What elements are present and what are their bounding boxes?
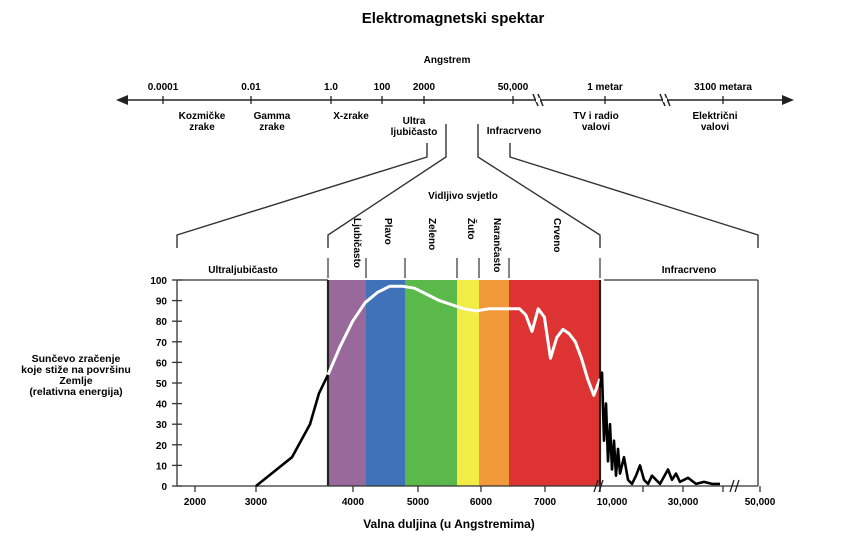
color-label-3: Zeleno bbox=[426, 218, 437, 250]
y-tick-label: 50 bbox=[156, 379, 168, 390]
y-label-line2: koje stiže na površinu bbox=[21, 364, 131, 376]
color-band-4 bbox=[457, 280, 479, 486]
zoom-lines bbox=[176, 124, 759, 248]
band-gamma-line1: Gamma bbox=[254, 111, 291, 122]
top-axis-tick-label: 1 metar bbox=[587, 82, 623, 93]
x-tick-label: 2000 bbox=[184, 497, 207, 508]
top-axis-tick-label: 1.0 bbox=[324, 82, 338, 93]
x-tick-label: 4000 bbox=[342, 497, 365, 508]
y-tick-label: 20 bbox=[156, 441, 168, 452]
x-tick-label: 5000 bbox=[407, 497, 430, 508]
band-uv-line1: Ultra bbox=[403, 116, 426, 127]
y-tick-label: 80 bbox=[156, 317, 168, 328]
color-band-1 bbox=[328, 280, 366, 486]
band-electric-line2: valovi bbox=[701, 122, 730, 133]
axis-break-mark bbox=[598, 479, 604, 493]
ir-curve bbox=[598, 371, 720, 486]
x-axis-label: Valna duljina (u Angstremima) bbox=[363, 517, 535, 531]
band-cosmic-line2: zrake bbox=[189, 122, 215, 133]
visible-light-label: Vidljivo svjetlo bbox=[428, 191, 498, 202]
band-uv-line2: ljubičasto bbox=[391, 127, 438, 138]
y-tick-label: 0 bbox=[161, 482, 167, 493]
top-axis: 0.0001 0.01 1.0 100 2000 50,000 1 metar 3100 me… bbox=[116, 82, 794, 107]
y-label-line3: Zemlje bbox=[59, 375, 92, 387]
y-tick-label: 100 bbox=[150, 276, 167, 287]
y-tick-label: 10 bbox=[156, 461, 168, 472]
diagram-title: Elektromagnetski spektar bbox=[362, 10, 545, 27]
color-label-4: Žuto bbox=[465, 218, 478, 240]
axis-break-mark bbox=[593, 479, 599, 493]
y-label-line4: (relativna energija) bbox=[29, 386, 122, 398]
band-electric-line1: Električni bbox=[692, 111, 737, 122]
axis-break-mark bbox=[729, 479, 735, 493]
x-tick-label: 30,000 bbox=[668, 497, 699, 508]
band-cosmic-line1: Kozmičke bbox=[179, 111, 226, 122]
x-tick-label: 6000 bbox=[470, 497, 493, 508]
top-axis-tick-label: 3100 metara bbox=[694, 82, 752, 93]
color-label-6: Crveno bbox=[551, 218, 562, 252]
visible-curve bbox=[326, 284, 602, 397]
top-axis-tick-label: 50,000 bbox=[498, 82, 529, 93]
top-axis-tick-label: 2000 bbox=[413, 82, 436, 93]
band-xray: X-zrake bbox=[333, 111, 369, 122]
x-tick-label: 10,000 bbox=[597, 497, 628, 508]
x-tick-label: 7000 bbox=[534, 497, 557, 508]
color-band-2 bbox=[366, 280, 405, 486]
uv-region-label: Ultraljubičasto bbox=[208, 265, 277, 276]
ir-region-label: Infracrveno bbox=[662, 265, 716, 276]
band-ir: Infracrveno bbox=[487, 126, 541, 137]
y-tick-label: 40 bbox=[156, 400, 168, 411]
y-tick-label: 70 bbox=[156, 338, 168, 349]
y-tick-label: 30 bbox=[156, 420, 168, 431]
top-axis-unit: Angstrem bbox=[424, 55, 471, 66]
band-tv-line2: valovi bbox=[582, 122, 611, 133]
axis-break-mark bbox=[734, 479, 740, 493]
x-tick-label: 3000 bbox=[245, 497, 268, 508]
color-band-3 bbox=[405, 280, 457, 486]
color-label-2: Plavo bbox=[382, 218, 393, 245]
band-labels: Kozmičke zrake Gamma zrake X-zrake Ultra… bbox=[179, 111, 738, 138]
x-tick-label: 50,000 bbox=[745, 497, 776, 508]
y-label-line1: Sunčevo zračenje bbox=[32, 353, 121, 365]
color-label-5: Narančasto bbox=[491, 218, 502, 272]
top-axis-tick-label: 0.01 bbox=[241, 82, 261, 93]
plot-area: Ljubičasto Plavo Zeleno Žuto Narančasto Crven… bbox=[150, 218, 775, 508]
y-tick-label: 60 bbox=[156, 358, 168, 369]
uv-curve bbox=[255, 374, 330, 488]
top-axis-tick-label: 100 bbox=[374, 82, 391, 93]
color-band-5 bbox=[479, 280, 509, 486]
y-axis-label: Sunčevo zračenje koje stiže na površinu … bbox=[21, 353, 131, 398]
band-tv-line1: TV i radio bbox=[573, 111, 619, 122]
color-label-1: Ljubičasto bbox=[351, 218, 362, 268]
band-gamma-line2: zrake bbox=[259, 122, 285, 133]
y-tick-label: 90 bbox=[156, 297, 168, 308]
top-axis-tick-label: 0.0001 bbox=[148, 82, 179, 93]
